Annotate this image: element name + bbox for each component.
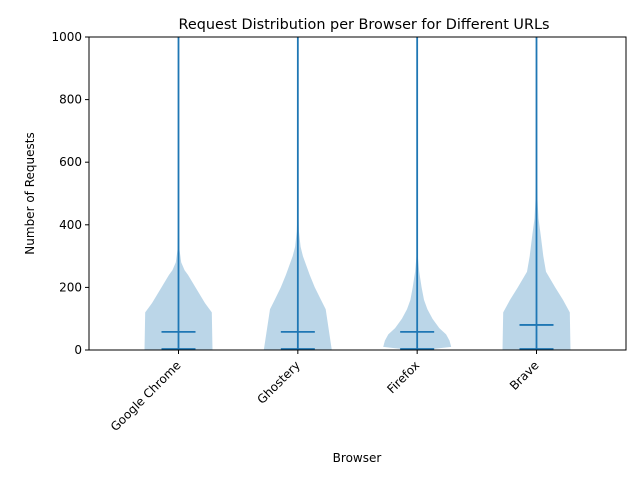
violin-brave bbox=[502, 37, 571, 350]
violins bbox=[144, 37, 571, 350]
violin-google-chrome bbox=[144, 37, 213, 350]
y-tick-label: 200 bbox=[59, 280, 82, 294]
violin-ghostery bbox=[263, 37, 332, 350]
y-axis: 0 200 400 600 800 1000 bbox=[51, 30, 89, 357]
y-tick-label: 1000 bbox=[51, 30, 82, 44]
y-axis-label: Number of Requests bbox=[23, 132, 37, 254]
chart-title: Request Distribution per Browser for Dif… bbox=[179, 17, 550, 33]
x-tick-label: Firefox bbox=[384, 358, 422, 396]
x-axis-label: Browser bbox=[333, 451, 382, 465]
plot-frame bbox=[88, 36, 627, 351]
y-tick-label: 800 bbox=[59, 93, 82, 107]
y-tick-label: 0 bbox=[74, 343, 82, 357]
violin-firefox bbox=[383, 37, 452, 350]
y-tick-label: 600 bbox=[59, 155, 82, 169]
x-tick-label: Ghostery bbox=[254, 358, 303, 407]
x-axis: Google Chrome Ghostery Firefox Brave bbox=[108, 350, 542, 434]
x-tick-label: Google Chrome bbox=[108, 358, 184, 434]
y-tick-label: 400 bbox=[59, 218, 82, 232]
x-tick-label: Brave bbox=[507, 358, 542, 393]
